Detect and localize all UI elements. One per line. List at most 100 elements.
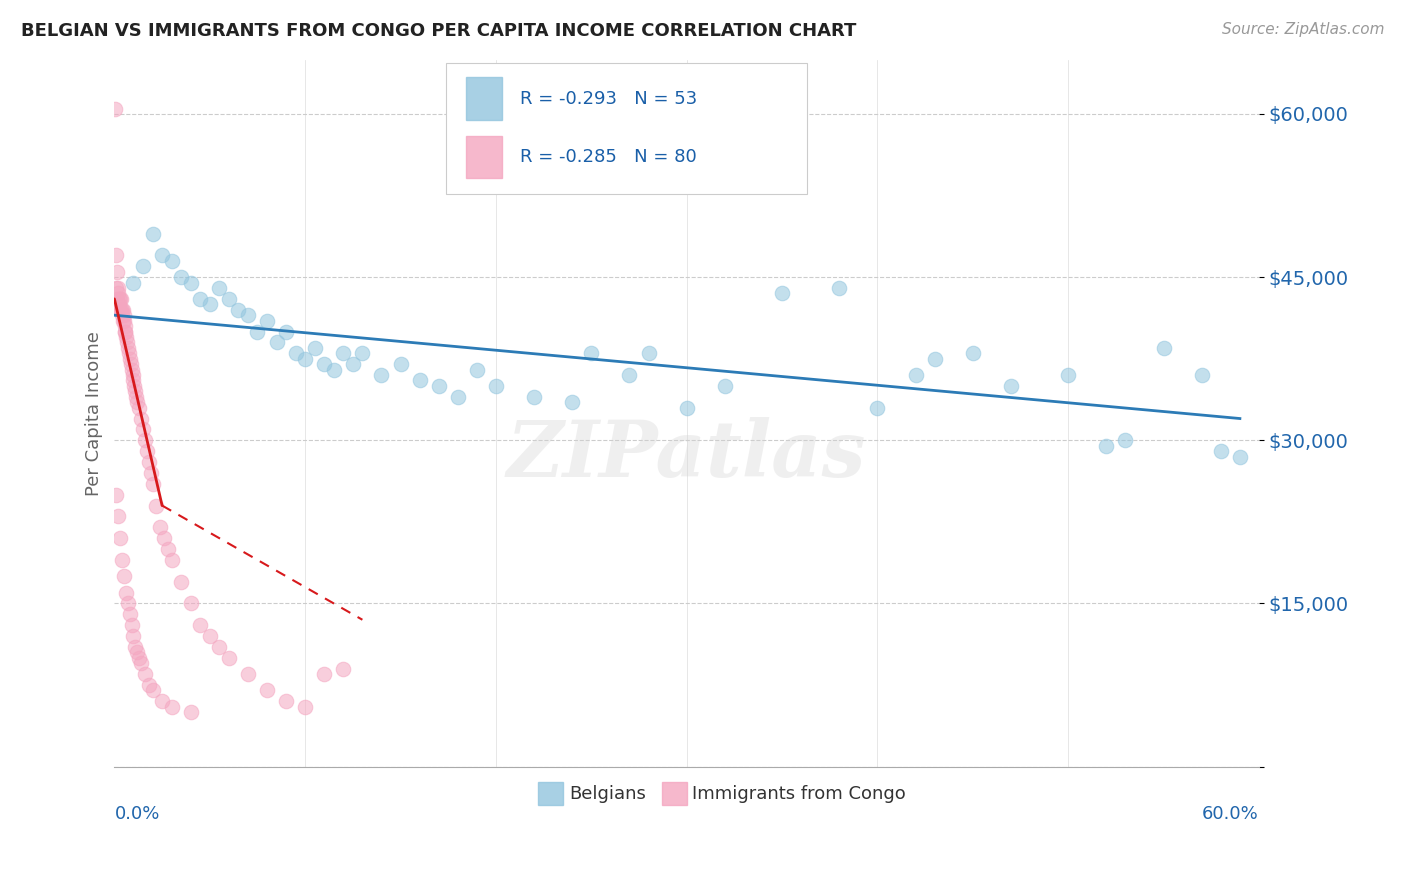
Text: BELGIAN VS IMMIGRANTS FROM CONGO PER CAPITA INCOME CORRELATION CHART: BELGIAN VS IMMIGRANTS FROM CONGO PER CAP… [21,22,856,40]
Point [114,325,136,339]
Point [904,368,927,382]
Point [236,667,259,681]
Point [115,585,138,599]
Point [110,292,132,306]
Point [104,248,127,262]
Point [142,476,165,491]
Point [256,683,278,698]
Point [135,444,157,458]
Point [180,597,202,611]
Point [134,434,156,448]
Point [145,499,167,513]
Point [218,650,240,665]
Point [104,102,127,116]
Point [115,335,138,350]
Point [111,302,134,317]
Point [188,292,211,306]
Point [138,678,160,692]
Point [112,569,135,583]
Point [294,351,316,366]
Point [112,308,135,322]
Point [117,597,139,611]
Point [124,384,146,399]
Point [208,281,231,295]
Point [1229,450,1251,464]
Y-axis label: Per Capita Income: Per Capita Income [86,331,103,496]
Point [1153,341,1175,355]
Point [153,531,176,545]
Point [111,308,134,322]
Point [139,466,162,480]
FancyBboxPatch shape [446,63,807,194]
Point [266,335,288,350]
Point [114,319,136,334]
Point [122,374,145,388]
Point [124,640,146,654]
Text: 60.0%: 60.0% [1202,805,1258,823]
Point [129,411,152,425]
Point [150,694,173,708]
Text: R = -0.285   N = 80: R = -0.285 N = 80 [520,148,696,166]
Point [127,645,149,659]
Point [1095,439,1118,453]
Point [274,694,297,708]
Point [770,286,793,301]
Bar [661,782,686,805]
Point [122,629,145,643]
Point [370,368,392,382]
Point [637,346,659,360]
Point [198,297,221,311]
Point [427,379,450,393]
Text: R = -0.293   N = 53: R = -0.293 N = 53 [520,90,697,108]
Point [107,286,129,301]
Point [111,313,134,327]
Point [256,313,278,327]
Point [304,341,326,355]
Text: Source: ZipAtlas.com: Source: ZipAtlas.com [1222,22,1385,37]
Text: Belgians: Belgians [569,785,645,803]
Point [1191,368,1213,382]
Bar [465,78,502,120]
Point [342,357,364,371]
Point [107,509,129,524]
Point [105,281,128,295]
Point [485,379,508,393]
Point [110,302,132,317]
Point [132,422,155,436]
Bar [465,136,502,178]
Point [156,542,179,557]
Text: ZIPatlas: ZIPatlas [508,417,866,494]
Point [246,325,269,339]
Point [124,379,146,393]
Point [105,488,128,502]
Point [108,292,131,306]
Point [581,346,603,360]
Point [108,531,131,545]
Point [105,265,128,279]
Point [561,395,583,409]
Point [111,302,134,317]
Point [208,640,231,654]
Text: Immigrants from Congo: Immigrants from Congo [692,785,905,803]
Text: 0.0%: 0.0% [114,805,160,823]
Point [122,276,145,290]
Point [198,629,221,643]
Point [714,379,737,393]
Point [1209,444,1232,458]
Point [408,374,430,388]
Point [115,330,138,344]
Point [962,346,984,360]
Point [866,401,889,415]
Point [128,650,150,665]
Point [107,292,129,306]
Point [1114,434,1136,448]
Point [128,401,150,415]
Point [180,705,202,719]
Point [332,346,354,360]
Point [180,276,202,290]
Point [118,607,141,622]
Point [828,281,851,295]
Point [118,351,141,366]
Point [294,699,316,714]
Point [332,662,354,676]
